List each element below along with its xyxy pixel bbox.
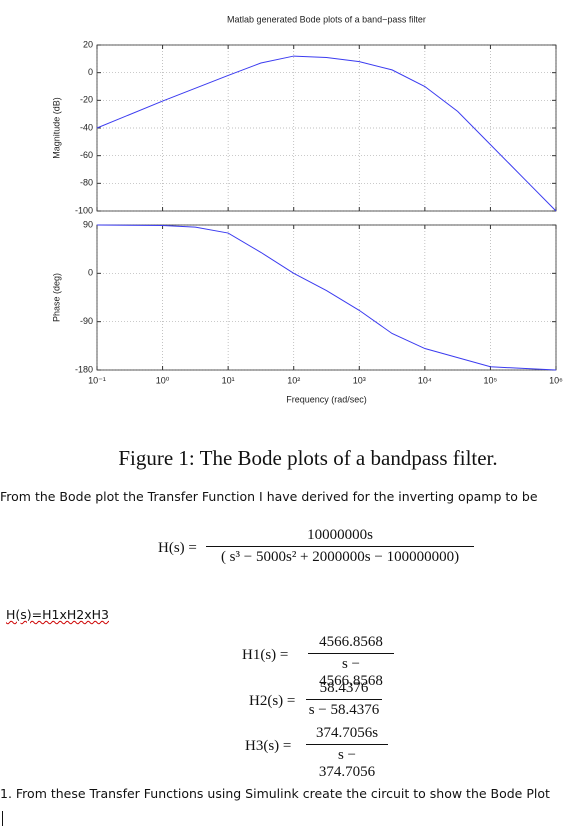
y-tick-label: 90 <box>83 219 93 229</box>
factor-fraction: 58.4376 s − 58.4376 <box>306 680 382 719</box>
y-tick-label: -90 <box>80 316 93 326</box>
denominator: s − 58.4376 <box>306 699 382 719</box>
x-tick-label: 10⁴ <box>418 375 432 385</box>
factor-label: H1(s) = <box>242 647 289 663</box>
intro-text: From the Bode plot the Transfer Function… <box>0 489 538 504</box>
numerator: 10000000s <box>307 527 373 543</box>
chart-title: Matlab generated Bode plots of a band−pa… <box>227 14 426 24</box>
denominator: ( s³ − 5000s² + 2000000s − 100000000) <box>206 546 474 566</box>
bode-figure: -100 -80 -60 -40 -20 0 20 Magnitude (dB) Matlab … <box>51 14 563 404</box>
plot-area <box>97 225 556 370</box>
transfer-label: H(s) = <box>158 540 197 556</box>
y-tick-label: -100 <box>75 205 93 215</box>
figure-caption: Figure 1: The Bode plots of a bandpass f… <box>118 446 498 470</box>
y-tick-label: 0 <box>88 67 93 77</box>
task-text: 1. From these Transfer Functions using S… <box>0 786 550 801</box>
denominator: s − 4566.8568 <box>308 653 394 690</box>
x-tick-label: 10³ <box>353 375 366 385</box>
x-tick-label: 10⁵ <box>484 375 498 385</box>
y-tick-label: -60 <box>80 150 93 160</box>
transfer-fraction: 10000000s ( s³ − 5000s² + 2000000s − 100… <box>206 527 474 566</box>
denominator: s − 374.7056 <box>306 744 388 781</box>
plot-area <box>97 45 556 211</box>
text-cursor <box>2 811 3 826</box>
x-tick-label: 10⁶ <box>549 375 563 385</box>
product-text: H(s)=H1xH2xH3 <box>6 607 109 622</box>
factor-fraction: 4566.8568 s − 4566.8568 <box>308 634 394 690</box>
x-tick-label: 10⁻¹ <box>88 375 106 385</box>
y-tick-label: -80 <box>80 178 93 188</box>
numerator: 58.4376 <box>319 680 369 696</box>
y-axis-label: Magnitude (dB) <box>51 97 61 159</box>
y-tick-label: -20 <box>80 95 93 105</box>
y-tick-label: -180 <box>75 364 93 374</box>
numerator: 374.7056s <box>315 725 379 741</box>
y-tick-label: 0 <box>88 268 93 278</box>
factor-label: H3(s) = <box>245 738 292 754</box>
y-tick-label: 20 <box>83 39 93 49</box>
numerator: 4566.8568 <box>319 634 383 650</box>
plot-frame <box>96 224 557 371</box>
factor-label: H2(s) = <box>249 693 296 709</box>
data-line <box>96 224 557 371</box>
data-line <box>96 55 557 212</box>
x-tick-label: 10² <box>287 375 300 385</box>
y-axis-label: Phase (deg) <box>51 273 61 322</box>
x-tick-label: 10¹ <box>222 375 235 385</box>
y-tick-label: -40 <box>80 122 93 132</box>
x-axis-label: Frequency (rad/sec) <box>286 394 367 404</box>
x-tick-label: 10⁰ <box>156 375 170 385</box>
factor-fraction: 374.7056s s − 374.7056 <box>306 725 388 781</box>
